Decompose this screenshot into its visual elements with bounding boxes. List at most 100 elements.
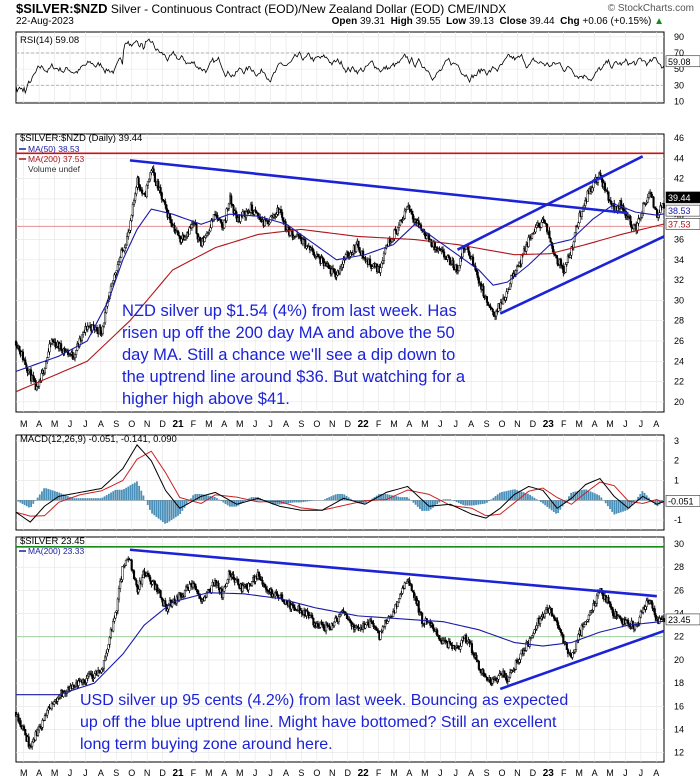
macd-hist-bar	[157, 500, 160, 519]
candle-body	[487, 302, 490, 306]
macd-hist-bar	[233, 500, 236, 507]
candle-body	[119, 580, 122, 589]
macd-hist-bar	[490, 499, 493, 501]
candle-body	[124, 559, 127, 566]
x-tick-label-top: A	[98, 419, 104, 429]
candle-body	[465, 634, 468, 644]
macd-hist-bar	[447, 499, 449, 501]
candle-body	[43, 715, 46, 721]
change-value: +0.06 (+0.15%)	[582, 16, 652, 27]
nzd-trendline-3	[499, 235, 665, 315]
macd-hist-bar	[53, 491, 56, 501]
candle-body	[555, 255, 558, 259]
candle-body	[432, 627, 435, 631]
x-tick-label-top: N	[329, 419, 336, 429]
macd-panel: -10123MACD(12,26,9) -0.051, -0.141, 0.09…	[15, 434, 700, 531]
candle-body	[497, 675, 500, 680]
candle-body	[338, 614, 342, 617]
macd-hist-bar	[179, 500, 182, 515]
usd-price-panel-frame	[15, 536, 665, 763]
candle-body	[78, 337, 81, 347]
candle-body	[113, 274, 116, 281]
candle-body	[612, 609, 615, 616]
candle-body	[472, 256, 475, 267]
candle-body	[556, 257, 559, 265]
macd-hist-bar	[114, 489, 117, 501]
macd-panel-frame	[15, 434, 665, 531]
macd-hist-bar	[583, 489, 585, 501]
macd-hist-bar	[19, 500, 22, 503]
candle-body	[467, 246, 470, 253]
candle-body	[36, 729, 40, 736]
macd-hist-bar	[425, 500, 428, 511]
macd-hist-bar	[215, 498, 218, 501]
candle-body	[47, 351, 50, 358]
macd-hist-bar	[611, 500, 614, 512]
nzd-last-close: 39.44	[668, 193, 691, 203]
macd-hist-bar	[293, 500, 296, 503]
x-tick-label-bottom: M	[421, 768, 429, 778]
macd-hist-bar	[408, 498, 411, 501]
macd-hist-bar	[304, 500, 307, 502]
macd-hist-bar	[453, 500, 456, 502]
annotation-nzd: NZD silver up $1.54 (4%) from last week.…	[122, 300, 465, 410]
candle-body	[592, 603, 595, 611]
candle-body	[218, 218, 221, 220]
candle-body	[226, 579, 229, 584]
macd-hist-bar	[626, 500, 629, 511]
candle-body	[212, 214, 215, 222]
x-tick-label-top: J	[639, 419, 644, 429]
candle-body	[443, 251, 446, 258]
candle-body	[601, 592, 604, 596]
macd-hist-bar	[503, 491, 506, 501]
y-tick-label: 12	[674, 748, 684, 758]
candle-body	[304, 239, 307, 249]
macd-hist-bar	[596, 494, 598, 501]
macd-hist-bar	[287, 500, 290, 504]
macd-hist-bar	[92, 498, 95, 501]
macd-hist-bar	[295, 500, 298, 503]
candle-body	[441, 249, 445, 253]
macd-hist-bar	[477, 500, 480, 505]
candle-body	[475, 655, 478, 661]
candle-body	[115, 270, 118, 274]
candle-body	[569, 255, 572, 258]
macd-hist-bar	[334, 494, 337, 501]
macd-hist-bar	[45, 488, 48, 501]
candle-body	[475, 269, 478, 273]
candle-body	[301, 238, 305, 245]
macd-hist-bar	[192, 495, 195, 501]
candle-body	[232, 574, 235, 579]
candle-body	[160, 192, 163, 200]
candle-body	[645, 600, 648, 607]
macd-hist-bar	[395, 496, 398, 501]
x-tick-label-top: J	[268, 419, 273, 429]
macd-hist-bar	[328, 497, 331, 501]
macd-hist-bar	[591, 492, 594, 501]
candle-body	[48, 343, 51, 353]
candle-body	[338, 268, 342, 274]
candle-body	[505, 675, 508, 682]
macd-hist-bar	[377, 494, 380, 501]
macd-hist-bar	[643, 492, 646, 501]
candle-body	[143, 571, 146, 576]
x-tick-label-top: M	[421, 419, 429, 429]
candle-body	[117, 588, 121, 600]
y-tick-label: 46	[674, 133, 684, 143]
candle-body	[509, 672, 512, 678]
usd-price-panel: 12 14 16 18 20 22 24 26 28 30 $SILVER 23.45MA(200)…	[14, 536, 700, 763]
macd-hist-bar	[166, 500, 169, 523]
macd-hist-bar	[507, 490, 510, 501]
candle-body	[41, 719, 44, 728]
candle-body	[642, 203, 645, 214]
macd-hist-bar	[505, 491, 508, 501]
y-tick-label: 36	[674, 235, 684, 245]
macd-hist-bar	[455, 500, 458, 503]
annotation-line: NZD silver up $1.54 (4%) from last week.…	[122, 302, 457, 320]
macd-hist-bar	[25, 500, 28, 507]
macd-hist-bar	[82, 498, 84, 501]
candle-body	[251, 204, 254, 211]
macd-hist-bar	[444, 499, 447, 501]
x-tick-label-top: N	[514, 419, 521, 429]
